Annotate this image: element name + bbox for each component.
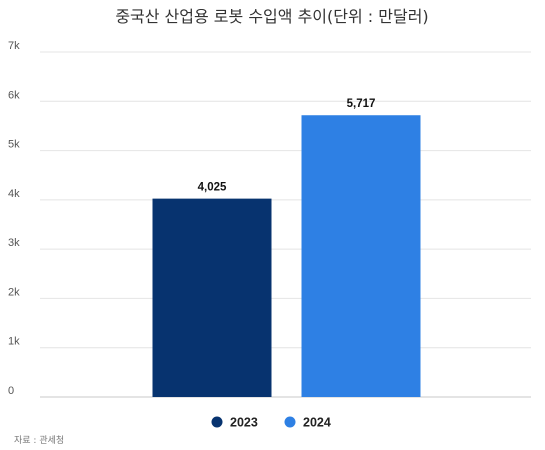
y-tick-label: 4k [8, 188, 20, 200]
bar-2023[interactable] [152, 198, 272, 397]
data-labels: 4,025 5,717 [198, 98, 376, 193]
legend-label: 2024 [303, 416, 331, 430]
y-tick-label: 1k [8, 336, 20, 348]
legend-swatch [211, 416, 223, 428]
legend-swatch [284, 416, 296, 428]
bars [152, 115, 421, 397]
y-tick-label: 3k [8, 237, 20, 249]
bar-2024[interactable] [301, 115, 421, 397]
chart-title: 중국산 산업용 로봇 수입액 추이(단위 : 만달러) [115, 7, 428, 26]
source-note: 자료 : 관세청 [14, 435, 64, 446]
legend-item-2024[interactable]: 2024 [284, 416, 331, 430]
data-label-2024: 5,717 [347, 98, 376, 110]
y-tick-label: 2k [8, 286, 20, 298]
y-tick-label: 5k [8, 139, 20, 151]
y-tick-label: 6k [8, 89, 20, 101]
y-axis-ticks: 0 1k 2k 3k 4k 5k 6k 7k [8, 40, 20, 397]
legend-label: 2023 [230, 416, 258, 430]
legend[interactable]: 2023 2024 [211, 416, 331, 430]
y-tick-label: 0 [8, 385, 14, 397]
grid-lines [40, 51, 531, 398]
legend-item-2023[interactable]: 2023 [211, 416, 258, 430]
y-tick-label: 7k [8, 40, 20, 52]
data-label-2023: 4,025 [198, 182, 227, 194]
